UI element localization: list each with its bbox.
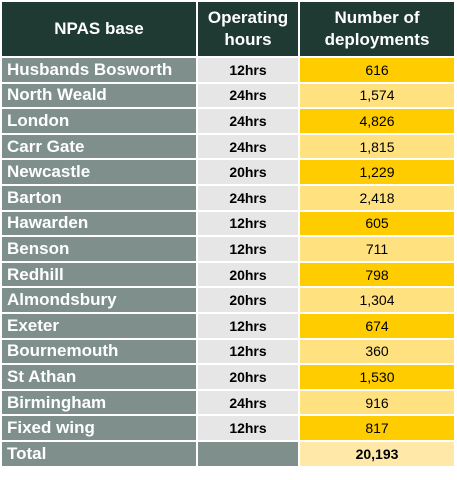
operating-hours: 20hrs [198, 160, 300, 186]
table-body: Husbands Bosworth 12hrs 616 North Weald 24hr… [2, 58, 454, 442]
deployments-count: 1,229 [300, 160, 454, 186]
operating-hours: 24hrs [198, 134, 300, 161]
table-row: London 24hrs 4,826 [2, 109, 454, 135]
operating-hours: 20hrs [198, 365, 300, 391]
table-row: Redhill 20hrs 798 [2, 262, 454, 289]
table-row: Benson 12hrs 711 [2, 237, 454, 263]
base-name: Birmingham [2, 390, 198, 417]
header-npas-base: NPAS base [2, 2, 198, 58]
operating-hours: 12hrs [198, 313, 300, 340]
base-name: Newcastle [2, 160, 198, 186]
operating-hours: 12hrs [198, 416, 300, 442]
deployments-count: 2,418 [300, 185, 454, 212]
base-name: St Athan [2, 365, 198, 391]
base-name: Hawarden [2, 211, 198, 238]
table-row: Exeter 12hrs 674 [2, 313, 454, 340]
base-name: Exeter [2, 313, 198, 340]
deployments-count: 1,304 [300, 288, 454, 314]
header-deployments-line1: Number of [334, 8, 420, 27]
header-base-label: NPAS base [54, 19, 144, 38]
operating-hours: 24hrs [198, 83, 300, 110]
table-row: Bournemouth 12hrs 360 [2, 339, 454, 366]
header-hours-line1: Operating [207, 8, 289, 27]
operating-hours: 20hrs [198, 288, 300, 314]
header-deployments-line2: deployments [324, 30, 430, 49]
base-name: Almondsbury [2, 288, 198, 314]
table-row: Fixed wing 12hrs 817 [2, 416, 454, 442]
npas-deployments-table: NPAS base Operating hours Number of depl… [2, 2, 454, 468]
total-label: Total [2, 441, 198, 468]
table-row: Hawarden 12hrs 605 [2, 211, 454, 238]
operating-hours: 20hrs [198, 262, 300, 289]
deployments-count: 817 [300, 416, 454, 442]
total-deployments: 20,193 [300, 441, 454, 468]
base-name: Barton [2, 185, 198, 212]
deployments-count: 1,530 [300, 365, 454, 391]
deployments-count: 1,815 [300, 134, 454, 161]
base-name: London [2, 109, 198, 135]
table-row: Husbands Bosworth 12hrs 616 [2, 58, 454, 84]
base-name: Benson [2, 237, 198, 263]
base-name: Bournemouth [2, 339, 198, 366]
deployments-count: 1,574 [300, 83, 454, 110]
base-name: Redhill [2, 262, 198, 289]
deployments-count: 674 [300, 313, 454, 340]
deployments-count: 616 [300, 58, 454, 84]
table-header-row: NPAS base Operating hours Number of depl… [2, 2, 454, 58]
deployments-count: 711 [300, 237, 454, 263]
header-number-of-deployments: Number of deployments [300, 2, 454, 58]
base-name: Husbands Bosworth [2, 58, 198, 84]
operating-hours: 12hrs [198, 58, 300, 84]
table-row: Almondsbury 20hrs 1,304 [2, 288, 454, 314]
table-row: Birmingham 24hrs 916 [2, 390, 454, 417]
total-hours-empty [198, 441, 300, 468]
deployments-count: 4,826 [300, 109, 454, 135]
table-row: St Athan 20hrs 1,530 [2, 365, 454, 391]
operating-hours: 24hrs [198, 390, 300, 417]
operating-hours: 24hrs [198, 185, 300, 212]
table-row: Carr Gate 24hrs 1,815 [2, 134, 454, 161]
deployments-count: 798 [300, 262, 454, 289]
base-name: Fixed wing [2, 416, 198, 442]
base-name: North Weald [2, 83, 198, 110]
operating-hours: 12hrs [198, 211, 300, 238]
operating-hours: 12hrs [198, 339, 300, 366]
table-row: Barton 24hrs 2,418 [2, 185, 454, 212]
total-row: Total 20,193 [2, 441, 454, 468]
table-row: North Weald 24hrs 1,574 [2, 83, 454, 110]
operating-hours: 24hrs [198, 109, 300, 135]
deployments-count: 360 [300, 339, 454, 366]
table-row: Newcastle 20hrs 1,229 [2, 160, 454, 186]
header-hours-line2: hours [224, 30, 272, 49]
base-name: Carr Gate [2, 134, 198, 161]
header-operating-hours: Operating hours [198, 2, 300, 58]
operating-hours: 12hrs [198, 237, 300, 263]
deployments-count: 605 [300, 211, 454, 238]
deployments-count: 916 [300, 390, 454, 417]
